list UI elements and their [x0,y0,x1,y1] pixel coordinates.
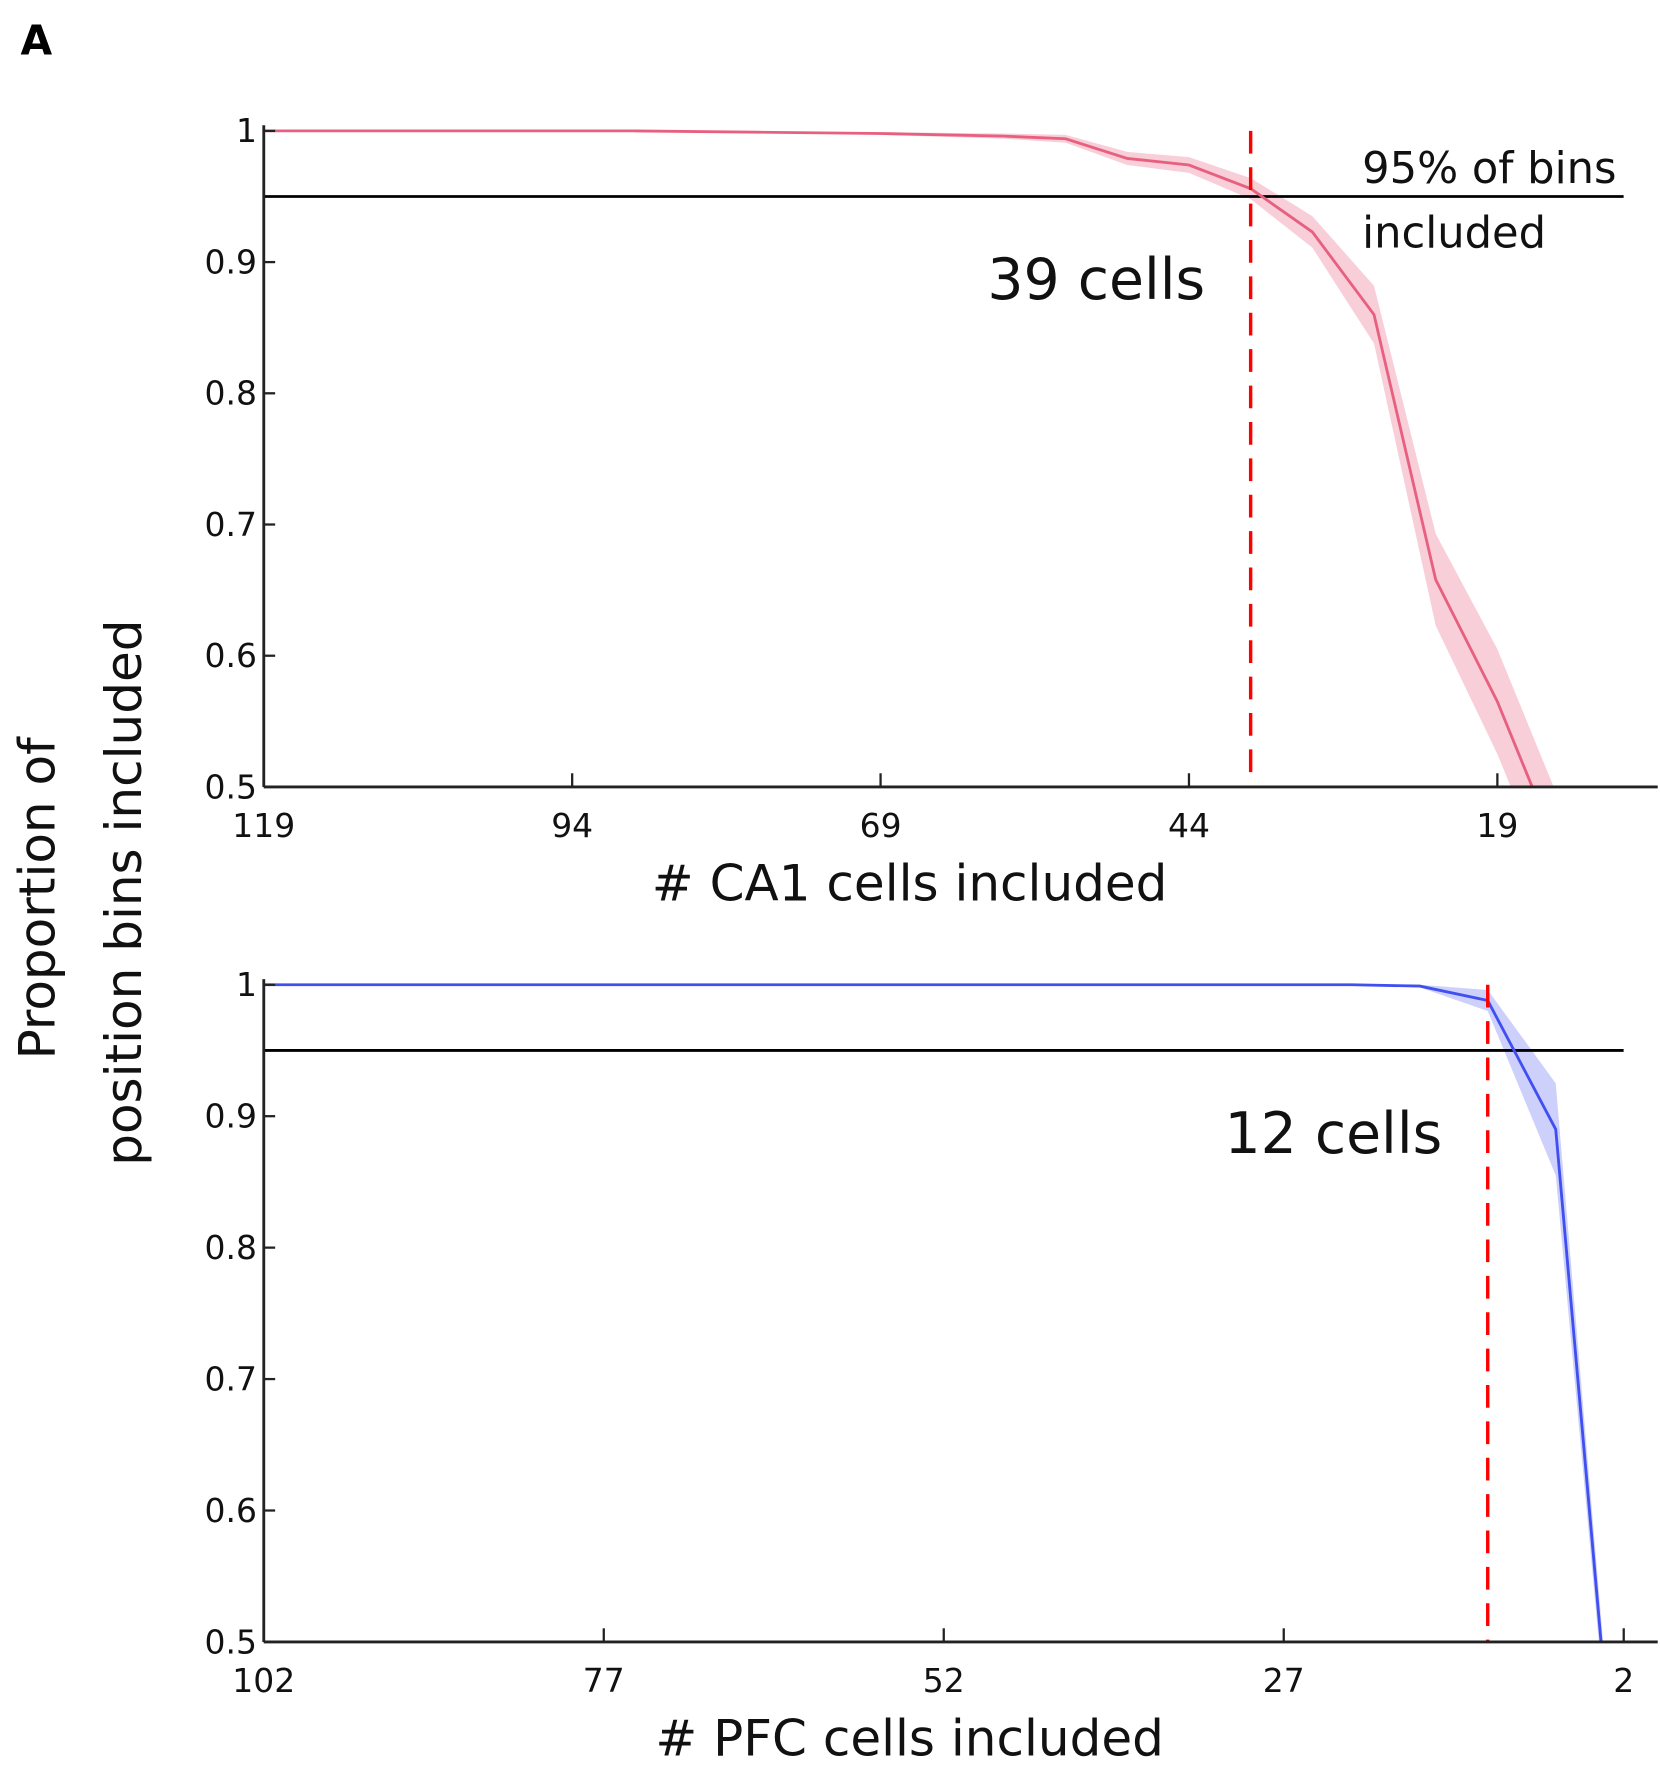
panel-label: A [20,17,52,65]
y-tick-label: 0.9 [205,242,257,281]
x-axis-label: # PFC cells included [655,1710,1164,1766]
y-axis-label-line-1: Proportion of [9,736,67,1060]
ca1-plot: 0.5 0.6 0.7 0.8 0.9 1 119 94 69 44 19 # CA1 cells i… [205,111,1658,913]
x-tick-label: 69 [860,806,902,845]
y-tick-label: 0.7 [205,505,257,544]
x-axis-label: # CA1 cells included [652,855,1168,913]
y-tick-label: 0.8 [205,374,257,413]
y-tick-label: 0.9 [205,1097,257,1136]
y-tick-label: 0.6 [205,1491,257,1530]
x-tick-label: 19 [1476,806,1518,845]
threshold-label: included [1362,209,1546,259]
x-tick-label: 102 [232,1661,295,1700]
y-tick-label: 1 [236,965,257,1004]
x-tick-label: 77 [583,1661,625,1700]
series-line [263,129,1534,788]
cutoff-label: 39 cells [987,247,1205,313]
x-tick-label: 2 [1613,1661,1634,1700]
x-tick-label: 52 [923,1661,965,1700]
error-band [263,130,1554,787]
y-tick-label: 0.8 [205,1228,257,1267]
error-band [263,984,1604,1642]
x-tick-label: 44 [1168,806,1210,845]
y-tick-label: 0.6 [205,636,257,675]
y-tick-label: 0.5 [205,1622,257,1661]
x-tick-label: 119 [232,806,295,845]
cutoff-label: 12 cells [1224,1101,1442,1167]
pfc-plot: 0.5 0.6 0.7 0.8 0.9 1 102 77 52 27 2 # PFC cells in… [205,965,1658,1766]
y-tick-label: 1 [236,111,257,150]
y-tick-label: 0.7 [205,1359,257,1398]
y-axis-label-line-2: position bins included [95,620,153,1166]
y-tick-label: 0.5 [205,767,257,806]
threshold-label: 95% of bins [1362,144,1616,194]
series-line [263,983,1603,1643]
x-tick-label: 27 [1263,1661,1305,1700]
x-tick-label: 94 [551,806,593,845]
